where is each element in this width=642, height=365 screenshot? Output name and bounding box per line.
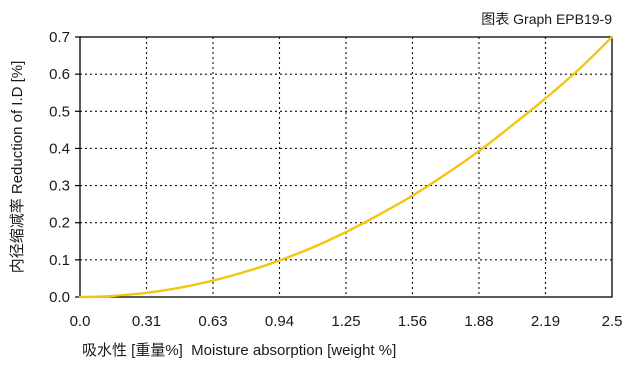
y-tick-label: 0.3: [49, 178, 70, 195]
chart-title: 图表 Graph EPB19-9: [481, 11, 612, 27]
x-axis: 0.0 0.31 0.63 0.94 1.25 1.56 1.88 2.19 2.5: [70, 313, 623, 330]
x-tick-label: 0.0: [70, 313, 91, 330]
grid: [80, 37, 612, 297]
x-tick-label: 0.31: [132, 313, 161, 330]
y-tick-label: 0.1: [49, 252, 70, 269]
y-tick-label: 0.2: [49, 215, 70, 232]
x-tick-label: 0.94: [265, 313, 294, 330]
x-tick-label: 1.88: [464, 313, 493, 330]
y-tick-label: 0.4: [49, 140, 70, 157]
x-tick-label: 1.25: [331, 313, 360, 330]
y-axis-title: 内径缩减率 Reduction of I.D [%]: [9, 61, 26, 274]
y-tick-label: 0.5: [49, 103, 70, 120]
x-tick-label: 1.56: [398, 313, 427, 330]
plot-frame: [79, 36, 613, 298]
series-layer: [78, 35, 614, 299]
x-tick-label: 0.63: [198, 313, 227, 330]
x-tick-label: 2.19: [531, 313, 560, 330]
y-tick-label: 0.0: [49, 289, 70, 306]
x-tick-label: 2.5: [602, 313, 623, 330]
y-tick-label: 0.6: [49, 66, 70, 83]
x-axis-title: 吸水性 [重量%] Moisture absorption [weight %]: [82, 342, 396, 359]
y-axis: 0.0 0.1 0.2 0.3 0.4 0.5 0.6 0.7: [49, 29, 80, 306]
y-tick-label: 0.7: [49, 29, 70, 46]
series-line: [78, 35, 614, 299]
